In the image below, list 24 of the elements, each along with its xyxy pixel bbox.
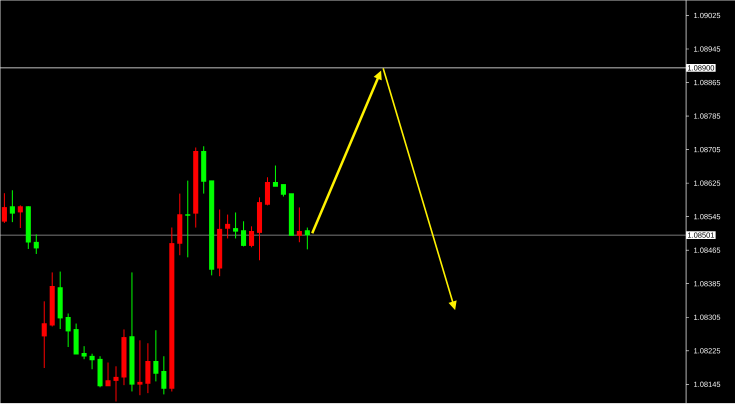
candlestick [185, 180, 190, 258]
candlestick [2, 192, 7, 224]
candlestick [233, 212, 238, 240]
candlestick [161, 356, 166, 396]
candlestick [82, 346, 87, 360]
candlestick [296, 207, 302, 243]
candlestick [153, 330, 158, 382]
candlestick [18, 205, 23, 229]
candlestick [137, 340, 142, 396]
candlestick [225, 214, 230, 240]
candlestick [280, 184, 286, 198]
candlestick [264, 176, 270, 206]
candlestick [105, 362, 111, 387]
candlestick [42, 301, 47, 369]
candlestick [34, 234, 39, 255]
candlestick [66, 313, 71, 348]
candlestick [304, 227, 310, 250]
candlestick [249, 226, 254, 248]
candlestick [113, 366, 119, 402]
candlestick [10, 190, 15, 223]
candlestick [272, 165, 278, 188]
candlestick [145, 342, 150, 394]
candlestick [90, 353, 95, 370]
candlestick [241, 220, 246, 248]
